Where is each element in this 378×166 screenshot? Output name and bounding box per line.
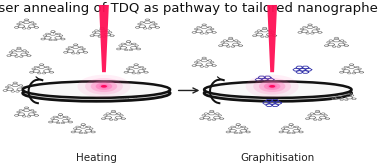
Text: Laser annealing of TDQ as pathway to tailored nanographene: Laser annealing of TDQ as pathway to tai… [0, 2, 378, 15]
Text: Heating: Heating [76, 153, 117, 163]
Circle shape [269, 85, 275, 88]
Ellipse shape [23, 85, 170, 101]
Circle shape [91, 81, 117, 92]
Circle shape [96, 83, 112, 90]
Circle shape [264, 83, 280, 90]
Ellipse shape [23, 82, 170, 98]
Ellipse shape [204, 82, 352, 98]
Circle shape [101, 85, 107, 88]
Circle shape [85, 78, 123, 95]
Polygon shape [267, 5, 277, 72]
Polygon shape [99, 5, 109, 72]
Circle shape [268, 84, 277, 88]
Text: Graphitisation: Graphitisation [241, 153, 315, 163]
Ellipse shape [204, 85, 352, 101]
Circle shape [246, 75, 299, 98]
Circle shape [77, 75, 130, 98]
Circle shape [259, 81, 285, 92]
Circle shape [99, 84, 108, 88]
Circle shape [253, 78, 291, 95]
